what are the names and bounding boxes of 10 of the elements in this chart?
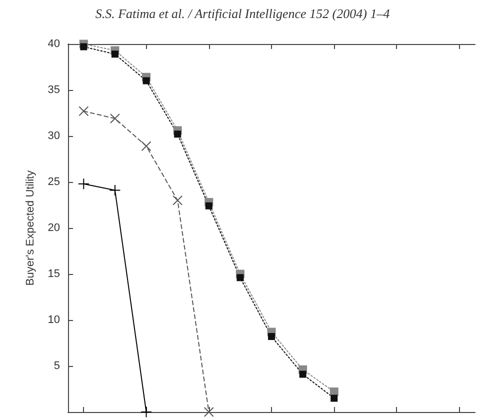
- y-tick-label: 10: [48, 314, 60, 326]
- y-axis-title: Buyer's Expected Utility: [24, 170, 36, 286]
- y-tick-label: 5: [54, 360, 60, 372]
- text: S.S. Fatima et al. / Artificial Intelligence 152 (2004) 1–4: [95, 6, 390, 21]
- y-tick-label: 15: [48, 268, 60, 280]
- y-tick-label: 30: [48, 130, 60, 142]
- y-tick-label: 35: [48, 84, 60, 96]
- y-tick-label: 20: [48, 222, 60, 234]
- y-tick-label: 25: [48, 176, 60, 188]
- y-tick-label: 40: [48, 38, 60, 50]
